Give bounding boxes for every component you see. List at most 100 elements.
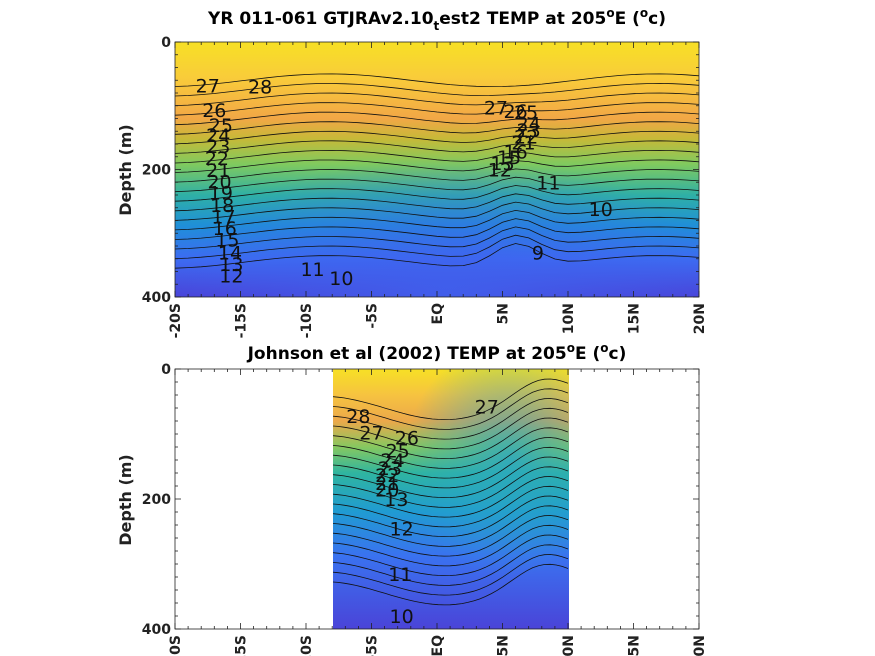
chart-title: Johnson et al (2002) TEMP at 205oE (oc) xyxy=(247,341,627,364)
axes: -20S -15S -10S -5S EQ 5N 10N 15N 20N 0 200 400 xyxy=(142,35,708,338)
axes: -20S -15S -10S -5S EQ 5N 10N 15N 20N 0 200 400 xyxy=(142,362,708,656)
contour-line xyxy=(333,544,569,586)
x-tick-label: 5N xyxy=(496,303,512,324)
contour-label: 14 xyxy=(218,242,242,264)
contour-label: 27 xyxy=(359,423,383,445)
contour-line xyxy=(175,209,699,231)
x-tick-label: 10N xyxy=(561,303,577,334)
x-tick-label: 20N xyxy=(692,635,708,656)
y-tick-label: 200 xyxy=(142,492,171,508)
contour-line xyxy=(175,201,699,221)
contour-line xyxy=(175,243,699,269)
x-tick-label: 15N xyxy=(627,635,643,656)
y-axis-label: Depth (m) xyxy=(116,454,135,546)
contour-line xyxy=(333,437,569,479)
x-tick-label: -5S xyxy=(365,303,381,329)
y-tick-label: 400 xyxy=(142,290,171,306)
x-tick-label: 5N xyxy=(496,635,512,656)
contour-line xyxy=(333,398,569,440)
panel-2: Johnson et al (2002) TEMP at 205oE (oc) … xyxy=(116,341,708,656)
contour-label: 27 xyxy=(196,75,220,97)
contour-label: 20 xyxy=(375,479,399,501)
contour-line xyxy=(175,140,699,154)
x-tick-label: -20S xyxy=(168,303,184,338)
x-tick-label: -10S xyxy=(299,303,315,338)
contour-label: 28 xyxy=(346,406,370,428)
contour-line xyxy=(175,168,699,183)
contour-line xyxy=(175,193,699,212)
contour-line xyxy=(333,495,569,538)
contour-label: 23 xyxy=(206,136,230,158)
contour-line xyxy=(333,563,569,606)
contour-label: 18 xyxy=(210,195,234,217)
contour-line xyxy=(333,388,569,430)
contour-label: 22 xyxy=(205,148,229,170)
contour-line xyxy=(175,121,699,135)
contour-line xyxy=(175,82,699,97)
contour-line xyxy=(175,176,699,193)
contour-line xyxy=(333,466,569,508)
contour-line xyxy=(175,159,699,173)
contour-label: 25 xyxy=(209,115,233,137)
x-tick-label: 10N xyxy=(561,635,577,656)
contour-label: 27 xyxy=(484,98,508,120)
contour-line xyxy=(333,456,569,499)
contour-label: 16 xyxy=(504,142,528,164)
contour-line xyxy=(333,446,569,489)
contour-line xyxy=(175,92,699,106)
x-tick-label: -15S xyxy=(234,303,250,338)
contour-line xyxy=(175,130,699,145)
x-tick-label: EQ xyxy=(430,635,446,656)
contour-label: 23 xyxy=(517,120,541,142)
contour-label: 21 xyxy=(511,133,535,155)
contour-line xyxy=(175,111,699,126)
contour-line xyxy=(175,102,699,116)
contour-label: 15 xyxy=(497,147,521,169)
contour-line xyxy=(333,534,569,577)
contour-line xyxy=(333,505,569,547)
contour-lines xyxy=(175,73,699,269)
contour-label: 10 xyxy=(390,606,414,628)
contour-label: 22 xyxy=(375,465,399,487)
contour-line xyxy=(333,407,569,450)
heatmap-field xyxy=(175,42,699,297)
cold-water-region xyxy=(333,369,569,629)
contour-label: 24 xyxy=(517,114,541,136)
contour-label: 26 xyxy=(504,101,528,123)
contour-label: 11 xyxy=(388,564,412,586)
contour-label: 13 xyxy=(384,489,408,511)
x-tick-label: EQ xyxy=(430,303,446,325)
contour-label: 20 xyxy=(207,172,231,194)
contour-line xyxy=(175,226,699,250)
contour-label: 19 xyxy=(209,182,233,204)
contour-label: 17 xyxy=(211,207,235,229)
contour-label: 12 xyxy=(219,265,243,287)
contour-line xyxy=(175,73,699,88)
x-tick-label: 15N xyxy=(627,303,643,334)
contour-label: 22 xyxy=(514,126,538,148)
y-tick-label: 0 xyxy=(161,362,171,378)
contour-label: 26 xyxy=(395,427,419,449)
contour-label: 21 xyxy=(375,473,399,495)
contour-line xyxy=(333,427,569,469)
contour-line xyxy=(175,149,699,164)
contour-line xyxy=(333,524,569,567)
contour-line xyxy=(175,185,699,202)
x-tick-label: 20N xyxy=(692,303,708,334)
contour-label: 11 xyxy=(300,259,324,281)
contour-label: 26 xyxy=(202,100,226,122)
x-tick-label: -10S xyxy=(299,635,315,656)
contour-label: 13 xyxy=(490,153,514,175)
contour-label: 11 xyxy=(536,172,560,194)
contour-label: 28 xyxy=(248,77,272,99)
contour-label: 13 xyxy=(219,254,243,276)
contour-lines xyxy=(333,378,569,606)
contour-label: 12 xyxy=(488,160,512,182)
contour-label: 23 xyxy=(378,458,402,480)
heatmap-field xyxy=(333,369,569,629)
contour-line xyxy=(175,234,699,259)
contour-label: 10 xyxy=(589,199,613,221)
contour-line xyxy=(333,485,569,528)
